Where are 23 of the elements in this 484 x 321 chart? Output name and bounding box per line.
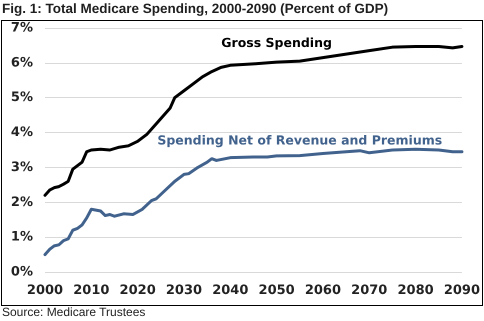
x-tick-label: 2060	[304, 283, 342, 298]
x-tick-label: 2030	[166, 283, 202, 298]
y-tick-label: 7%	[10, 20, 33, 36]
line-series	[44, 148, 464, 256]
x-tick-label: 2020	[120, 283, 156, 298]
series-label: Spending Net of Revenue and Premiums	[157, 132, 442, 148]
series-label: Gross Spending	[221, 35, 332, 50]
x-tick-label: 2000	[26, 283, 64, 298]
chart-title: Fig. 1: Total Medicare Spending, 2000-2090 (Percent of GDP)	[2, 1, 388, 16]
y-tick-label: 3%	[10, 160, 33, 175]
x-tick-label: 2080	[397, 283, 434, 298]
y-tick-label: 5%	[10, 90, 33, 106]
y-tick-label: 1%	[10, 230, 33, 245]
x-tick-label: 2010	[73, 283, 110, 298]
y-tick-label: 2%	[10, 194, 33, 210]
source-note: Source: Medicare Trustees	[2, 305, 146, 319]
y-tick-label: 0%	[10, 264, 33, 280]
x-tick-label: 2040	[212, 283, 248, 298]
x-tick-label: 2050	[258, 283, 295, 298]
y-tick-label: 4%	[10, 125, 33, 140]
y-tick-label: 6%	[10, 55, 33, 70]
x-tick-label: 2090	[444, 283, 480, 298]
x-tick-label: 2070	[351, 283, 388, 298]
